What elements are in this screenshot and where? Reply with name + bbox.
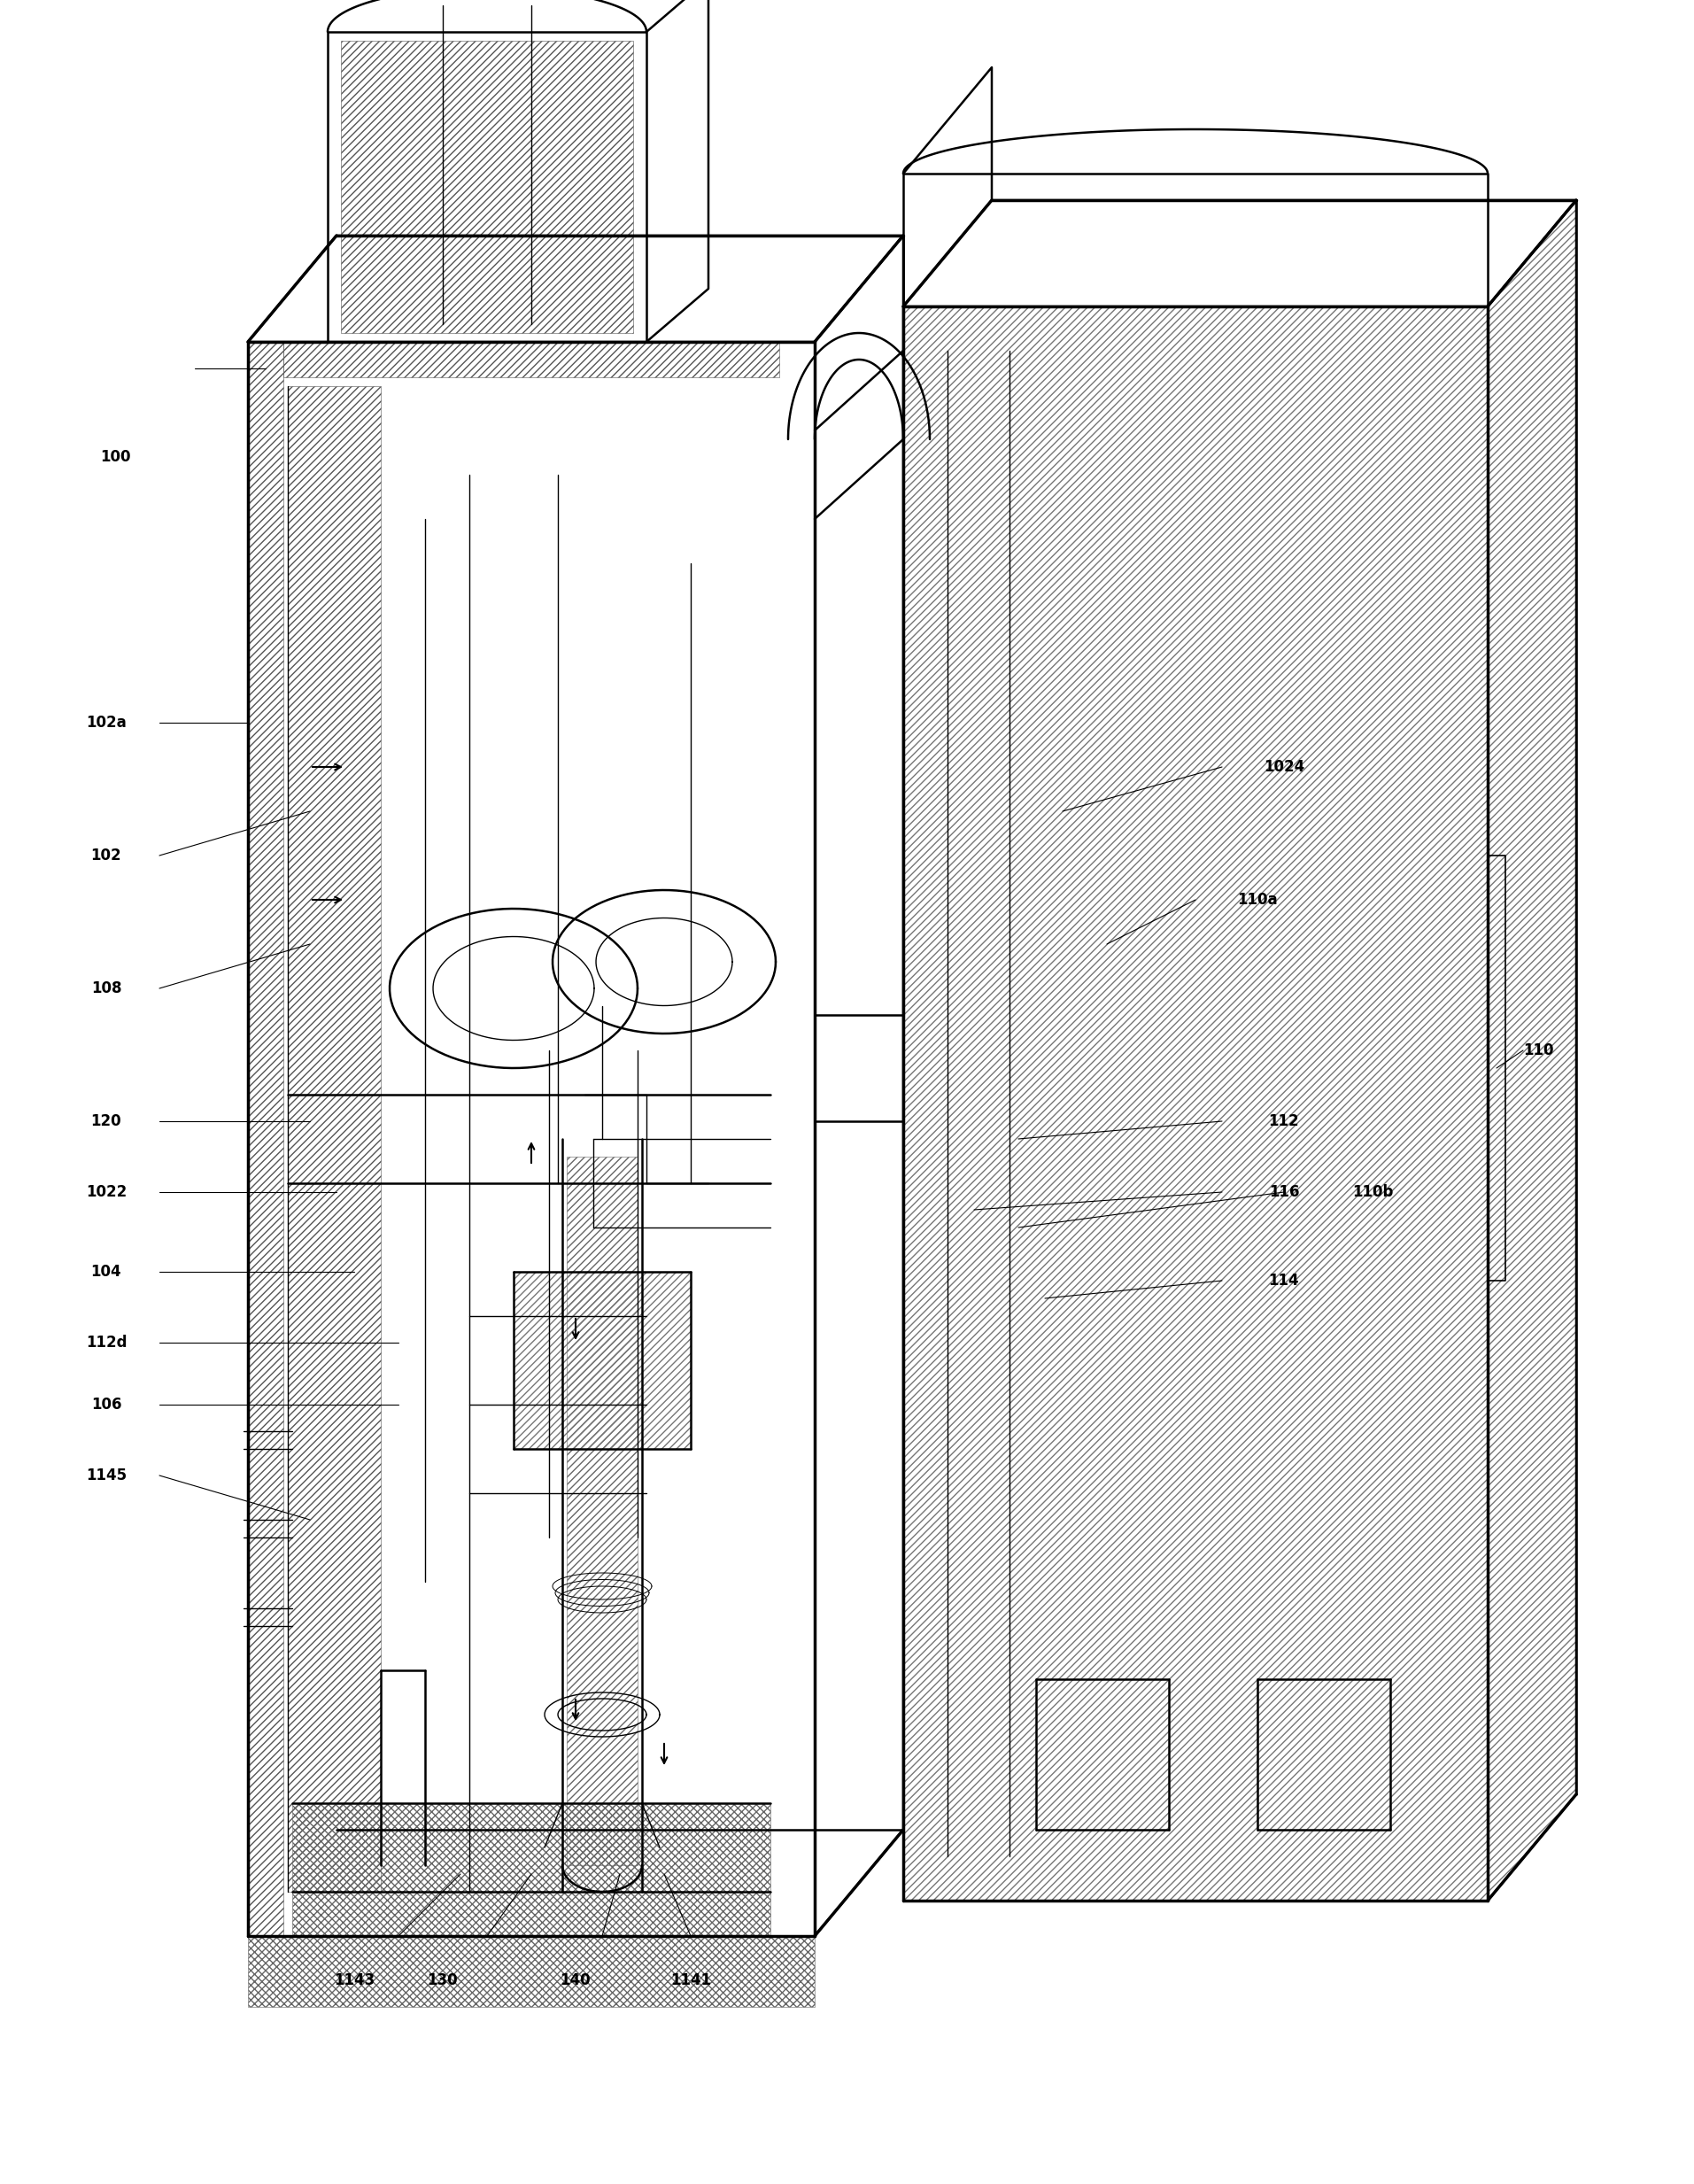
- Text: 140: 140: [561, 1972, 591, 1987]
- Text: 130: 130: [427, 1972, 457, 1987]
- Text: 116: 116: [1269, 1184, 1299, 1199]
- Text: 106: 106: [91, 1396, 122, 1413]
- Text: 1143: 1143: [334, 1972, 374, 1987]
- Text: 110a: 110a: [1237, 891, 1277, 909]
- Text: 114: 114: [1269, 1273, 1299, 1289]
- Text: 104: 104: [91, 1265, 122, 1280]
- Text: 112d: 112d: [86, 1334, 127, 1350]
- Text: 110b: 110b: [1352, 1184, 1392, 1199]
- Text: 110: 110: [1523, 1042, 1553, 1059]
- Text: 112: 112: [1269, 1114, 1299, 1129]
- Text: 1145: 1145: [86, 1468, 127, 1483]
- Text: 1141: 1141: [671, 1972, 711, 1987]
- Text: 102: 102: [91, 847, 122, 863]
- Text: 108: 108: [91, 981, 122, 996]
- Text: 1024: 1024: [1264, 760, 1304, 775]
- Text: 1022: 1022: [86, 1184, 127, 1199]
- Text: 120: 120: [91, 1114, 122, 1129]
- Text: 102a: 102a: [86, 714, 127, 732]
- Text: 100: 100: [100, 450, 130, 465]
